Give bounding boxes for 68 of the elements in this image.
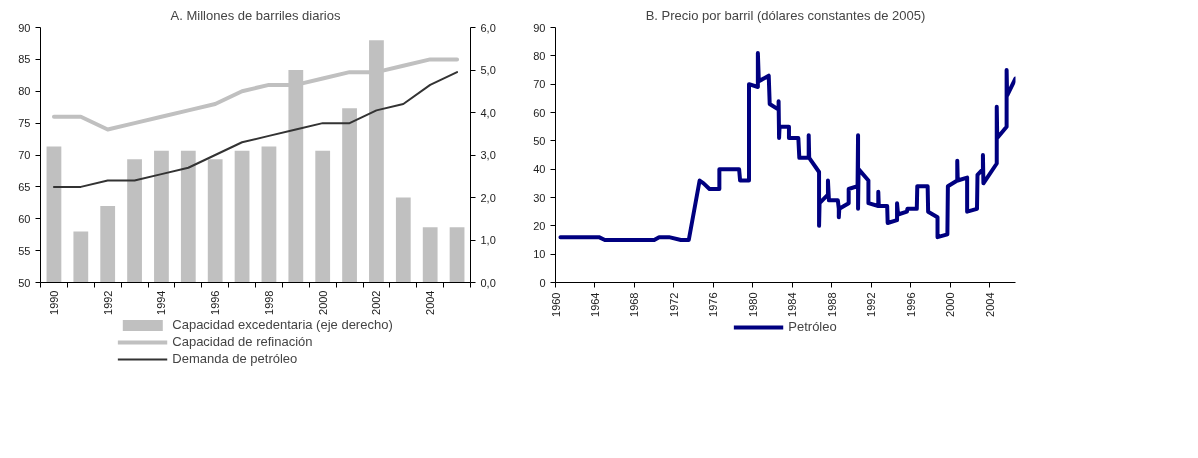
bar	[100, 206, 116, 283]
y-tick-label: 50	[18, 276, 31, 289]
legend-label: Capacidad de refinación	[172, 334, 313, 349]
y2-tick-label: 2,0	[480, 191, 496, 204]
y-tick-label: 70	[533, 78, 546, 91]
x-tick-label: 1980	[746, 292, 759, 317]
y2-tick-label: 5,0	[480, 64, 496, 76]
x-tick-label: 2002	[370, 290, 383, 315]
y-tick-label: 65	[18, 180, 31, 193]
y-tick-label: 80	[533, 49, 546, 62]
legend-label: Capacidad excedentaria (eje derecho)	[172, 317, 393, 332]
y-tick-label: 55	[18, 244, 31, 257]
y2-tick-label: 6,0	[480, 21, 496, 34]
x-tick-label: 1972	[667, 292, 680, 317]
x-tick-label: 2004	[424, 290, 437, 315]
y-tick-label: 20	[533, 219, 546, 232]
x-tick-label: 1968	[628, 292, 641, 317]
bar	[315, 150, 331, 283]
x-tick-label: 1994	[155, 290, 168, 315]
y2-tick-label: 4,0	[480, 106, 496, 119]
x-tick-label: 1976	[707, 292, 720, 317]
y-tick-label: 60	[18, 212, 31, 225]
x-tick-label: 1960	[549, 292, 562, 317]
bar	[342, 108, 357, 283]
bar	[449, 227, 465, 283]
x-tick-label: 1988	[825, 292, 838, 317]
bar	[261, 146, 277, 283]
x-tick-label: 1984	[786, 292, 799, 317]
y2-tick-label: 0,0	[480, 276, 496, 289]
y-tick-label: 90	[533, 21, 546, 34]
x-tick-label: 1992	[101, 290, 114, 315]
x-tick-label: 2000	[316, 290, 329, 315]
bar	[46, 146, 62, 283]
y-tick-label: 0	[539, 276, 546, 289]
chart-title: A. Millones de barriles diarios	[170, 7, 341, 23]
bar	[154, 150, 169, 283]
y-tick-label: 30	[533, 191, 546, 204]
x-tick-label: 1990	[47, 290, 60, 315]
y2-tick-label: 1,0	[480, 234, 496, 246]
x-tick-label: 1998	[262, 290, 275, 315]
x-tick-label: 1964	[588, 292, 601, 317]
y-tick-label: 85	[18, 53, 31, 66]
x-tick-label: 1992	[865, 292, 878, 317]
y-tick-label: 60	[533, 106, 546, 119]
y-tick-label: 40	[533, 163, 546, 176]
line-series	[558, 51, 1016, 242]
chart-title: B. Precio por barril (dólares constantes de 2005)	[645, 7, 926, 23]
y-tick-label: 10	[533, 248, 546, 261]
bar	[127, 159, 142, 283]
y-tick-label: 75	[18, 117, 31, 130]
x-tick-label: 1996	[209, 290, 222, 315]
legend-label: Demanda de petróleo	[172, 351, 298, 366]
bar	[180, 150, 196, 283]
x-tick-label: 2004	[983, 292, 996, 317]
y2-tick-label: 3,0	[480, 149, 496, 161]
bar	[422, 227, 438, 283]
y-tick-label: 90	[18, 21, 31, 34]
y-tick-label: 50	[533, 134, 546, 147]
bar	[73, 231, 89, 283]
y-tick-label: 70	[18, 149, 31, 161]
bar	[395, 197, 411, 283]
x-tick-label: 2000	[944, 292, 957, 317]
bar	[234, 150, 250, 283]
y-tick-label: 80	[18, 85, 31, 98]
x-tick-label: 1996	[904, 292, 917, 317]
bar	[207, 159, 223, 283]
legend-label: Petróleo	[788, 319, 837, 334]
line-series	[52, 71, 459, 188]
